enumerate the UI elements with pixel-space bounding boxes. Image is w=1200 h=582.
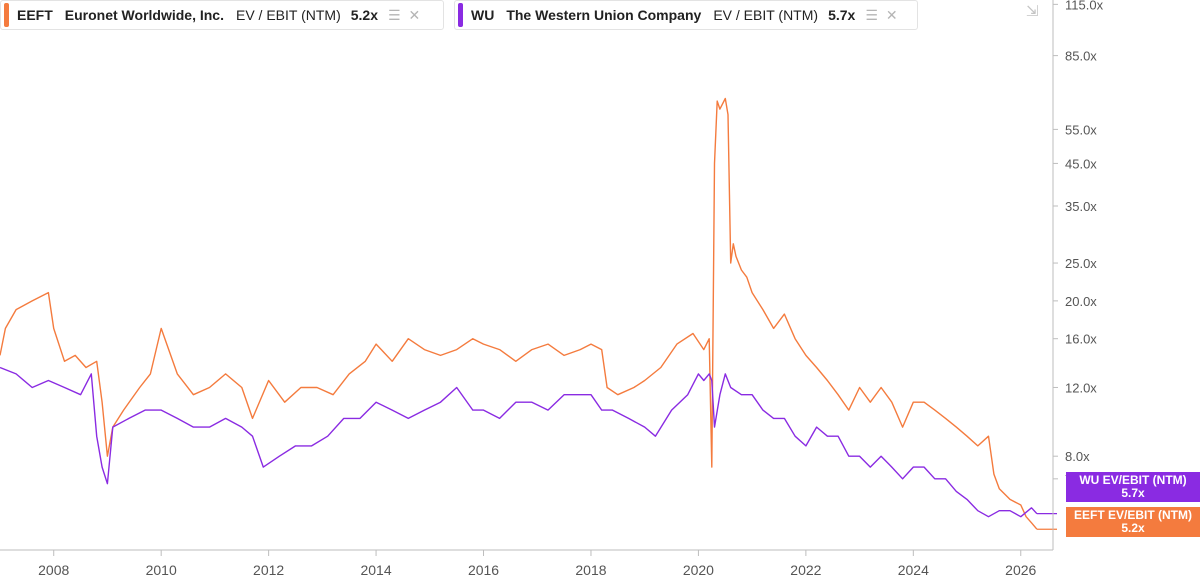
badge-label: WU EV/EBIT (NTM): [1079, 473, 1187, 487]
legend-color-wu: [458, 3, 463, 27]
badge-eeft: EEFT EV/EBIT (NTM) 5.2x: [1066, 507, 1200, 537]
x-tick-label: 2016: [468, 562, 499, 578]
y-tick-label: 45.0x: [1065, 156, 1097, 171]
y-tick-label: 25.0x: [1065, 256, 1097, 271]
layers-icon[interactable]: ☰: [865, 6, 878, 23]
legend-item-eeft[interactable]: EEFT Euronet Worldwide, Inc. EV / EBIT (…: [0, 0, 444, 30]
legend-value: 5.7x: [828, 7, 856, 23]
y-tick-label: 35.0x: [1065, 199, 1097, 214]
legend-ticker: EEFT: [17, 7, 53, 23]
legend-ticker: WU: [471, 7, 495, 23]
x-tick-label: 2008: [38, 562, 69, 578]
x-tick-label: 2026: [1005, 562, 1036, 578]
x-tick-label: 2012: [253, 562, 284, 578]
series-line-eeft: [0, 97, 1038, 530]
y-tick-label: 20.0x: [1065, 294, 1097, 309]
x-tick-label: 2010: [146, 562, 177, 578]
x-tick-label: 2022: [790, 562, 821, 578]
collapse-icon[interactable]: ⇲: [1026, 3, 1039, 20]
y-tick-label: 115.0x: [1065, 0, 1104, 12]
close-icon[interactable]: ✕: [885, 6, 898, 23]
layers-icon[interactable]: ☰: [387, 6, 401, 23]
legend-metric: EV / EBIT (NTM): [713, 7, 819, 23]
legend-color-eeft: [4, 3, 9, 27]
y-tick-label: 85.0x: [1065, 49, 1097, 64]
badge-wu: WU EV/EBIT (NTM) 5.7x: [1066, 472, 1200, 502]
x-tick-label: 2020: [683, 562, 714, 578]
badge-value: 5.2x: [1121, 521, 1145, 535]
legend-metric: EV / EBIT (NTM): [235, 7, 341, 23]
y-tick-label: 12.0x: [1065, 380, 1097, 395]
series-line-wu: [0, 366, 1038, 518]
close-icon[interactable]: ✕: [408, 6, 421, 23]
badge-label: EEFT EV/EBIT (NTM): [1074, 508, 1192, 522]
x-tick-label: 2014: [360, 562, 391, 578]
y-tick-label: 8.0x: [1065, 449, 1090, 464]
legend-company: The Western Union Company: [506, 7, 702, 23]
legend-item-wu[interactable]: WU The Western Union Company EV / EBIT (…: [454, 0, 918, 30]
legend-value: 5.2x: [350, 7, 378, 23]
y-tick-label: 55.0x: [1065, 122, 1097, 137]
y-tick-label: 16.0x: [1065, 332, 1097, 347]
badge-value: 5.7x: [1121, 486, 1145, 500]
x-tick-label: 2018: [575, 562, 606, 578]
legend-company: Euronet Worldwide, Inc.: [64, 7, 224, 23]
x-tick-label: 2024: [898, 562, 929, 578]
